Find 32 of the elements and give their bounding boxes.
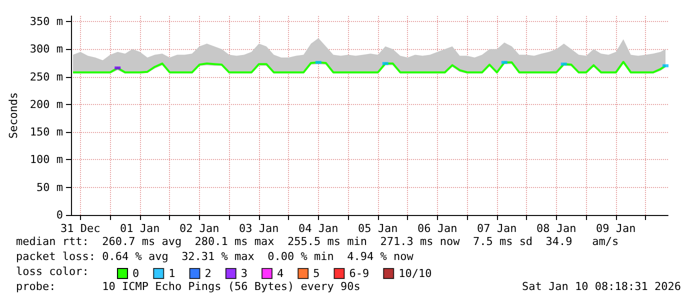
x-tick-label: 04 Jan [298,222,338,235]
legend-label: 5 [313,267,320,280]
x-tick-label: 07 Jan [477,222,517,235]
text: median rtt: 260.7 ms avg 280.1 ms max 255.5 ms min 271.3 ms now 7.5 ms sd 34.9 am/s [16,235,619,248]
legend-label: 3 [240,267,248,280]
y-axis-title: Seconds [7,92,20,139]
y-tick-label: 300 m [30,42,64,56]
y-tick-label: 200 m [30,98,64,111]
legend-label: 6-9 [349,267,370,280]
x-tick-label: 08 Jan [536,222,576,235]
x-tick-label: 01 Jan [120,222,160,235]
legend-title: loss color: [16,265,89,278]
text: packet loss: 0.64 % avg 32.31 % max 0.00 % min 4.94 % now [16,250,414,263]
x-tick-label: 09 Jan [596,222,636,235]
legend-label: 10/10 [398,267,432,280]
x-tick-label: 03 Jan [239,222,279,235]
y-tick-label: 350 m [30,15,64,28]
y-tick-label: 150 m [30,126,64,139]
text: probe: 10 ICMP Echo Pings (56 Bytes) every 90s [16,280,360,293]
legend-label: 2 [204,267,212,280]
text: Sat Jan 10 08:18:31 2026 [522,280,682,293]
x-tick-label: 31 Dec [60,222,100,235]
y-tick-label: 50 m [36,180,64,194]
x-tick-label: 05 Jan [358,222,398,235]
legend-label: 0 [132,267,140,280]
y-tick-label: 100 m [30,153,64,166]
x-tick-label: 02 Jan [180,222,220,235]
legend-label: 1 [168,267,176,280]
y-tick-label: 0 [56,208,64,222]
x-tick-label: 06 Jan [418,222,458,235]
legend-label: 4 [276,267,284,280]
y-tick-label: 250 m [30,70,64,84]
